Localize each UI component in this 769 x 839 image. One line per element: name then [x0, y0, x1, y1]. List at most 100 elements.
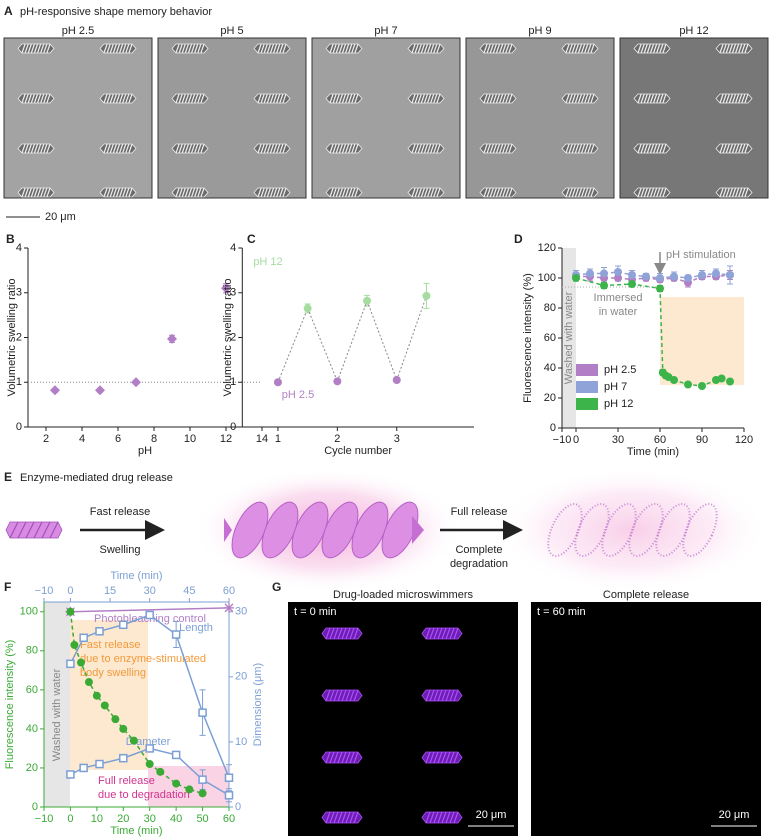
helix-turn — [734, 93, 740, 104]
microswimmer — [321, 751, 363, 764]
helix-turn — [353, 627, 359, 640]
y2-tick-label: 10 — [235, 736, 247, 748]
helix-turn — [325, 751, 331, 764]
scale-bar-label: 20 μm — [476, 809, 507, 821]
connector — [396, 295, 427, 381]
data-point — [79, 763, 88, 773]
helix-turn — [722, 93, 727, 104]
helix-turn — [430, 43, 435, 54]
helix-turn — [103, 143, 108, 154]
data-point — [600, 269, 608, 278]
helix-turn — [495, 43, 501, 54]
microswimmer — [715, 93, 753, 104]
annotation: Washed with water — [563, 291, 575, 384]
helix-turn — [181, 93, 186, 104]
helix-turn — [659, 143, 664, 154]
microswimmer — [407, 143, 445, 154]
helix-turn — [25, 521, 35, 539]
helix-turn — [112, 43, 118, 54]
helix-turn — [269, 143, 275, 154]
helix-turn — [269, 43, 275, 54]
helix-turn — [351, 187, 356, 198]
helix-turn — [30, 43, 36, 54]
helix-turn — [36, 187, 42, 198]
y-tick-label: 60 — [26, 684, 38, 696]
helix-turn — [36, 93, 42, 104]
helix-turn — [353, 751, 359, 764]
helix-turn — [411, 143, 416, 154]
helix-turn — [445, 751, 451, 764]
helix-turn — [498, 43, 504, 54]
helix-turn — [498, 187, 504, 198]
data-point — [273, 378, 282, 387]
y-axis-label: Volumetric swelling ratio — [222, 279, 234, 397]
helix-turn — [338, 93, 344, 104]
helix-turn — [449, 627, 455, 640]
annotation: Immersed — [594, 292, 643, 304]
helix-turn — [426, 43, 432, 54]
x-tick-label: 6 — [115, 433, 121, 445]
microswimmer — [421, 751, 463, 764]
helix-turn — [17, 521, 27, 539]
y-tick-label: 3 — [230, 287, 236, 299]
helix-turn — [276, 143, 281, 154]
helix-turn — [652, 143, 658, 154]
data-point — [198, 775, 207, 784]
y-tick-label: 0 — [230, 421, 236, 433]
microswimmer — [321, 811, 363, 824]
data-point — [66, 770, 75, 779]
data-point — [92, 691, 101, 700]
helix-turn — [118, 187, 124, 198]
data-point — [145, 610, 154, 620]
helix-turn — [587, 93, 592, 104]
helix-turn — [423, 143, 429, 154]
helix-turn — [656, 93, 661, 104]
data-point — [66, 659, 75, 669]
data-point — [145, 744, 154, 753]
helix-turn — [184, 43, 190, 54]
helix-turn — [662, 93, 667, 104]
helix-turn — [429, 689, 435, 702]
helix-turn — [109, 93, 114, 104]
helix-turn — [417, 93, 422, 104]
helix-turn — [329, 43, 334, 54]
helix-turn — [279, 187, 284, 198]
helix-turn — [341, 689, 347, 702]
microswimmer — [479, 93, 517, 104]
x-tick-label: 60 — [654, 434, 666, 446]
helix-turn — [571, 143, 576, 154]
helix-turn — [420, 93, 426, 104]
helix-turn — [590, 93, 595, 104]
microswimmer — [633, 143, 671, 154]
data-point — [221, 283, 231, 294]
data-point — [698, 271, 706, 279]
helix-turn — [584, 93, 589, 104]
y-tick-label: 4 — [16, 242, 22, 254]
helix-turn — [49, 521, 59, 539]
micrograph — [3, 37, 153, 199]
helix-turn — [178, 143, 183, 154]
data-point — [111, 715, 120, 724]
y-tick-label: 1 — [16, 376, 22, 388]
helix-turn — [505, 43, 510, 54]
helix-turn — [423, 93, 429, 104]
helix-turn — [266, 43, 272, 54]
helix-turn — [430, 93, 435, 104]
x-tick-label: 40 — [170, 813, 182, 825]
helix-turn — [30, 187, 36, 198]
microswimmer — [99, 93, 137, 104]
helix-turn — [719, 187, 724, 198]
microswimmer — [325, 43, 363, 54]
x-tick-label: 2 — [334, 433, 340, 445]
series-line — [576, 274, 731, 284]
data-point — [614, 268, 622, 276]
helix-turn — [118, 93, 124, 104]
helix-turn — [590, 43, 595, 54]
helix-turn — [43, 43, 48, 54]
data-point — [84, 678, 93, 687]
step-label: degradation — [450, 558, 508, 570]
helix-turn — [725, 187, 730, 198]
helix-turn — [329, 187, 334, 198]
helix-turn — [734, 143, 740, 154]
time-label: t = 0 min — [294, 606, 337, 618]
